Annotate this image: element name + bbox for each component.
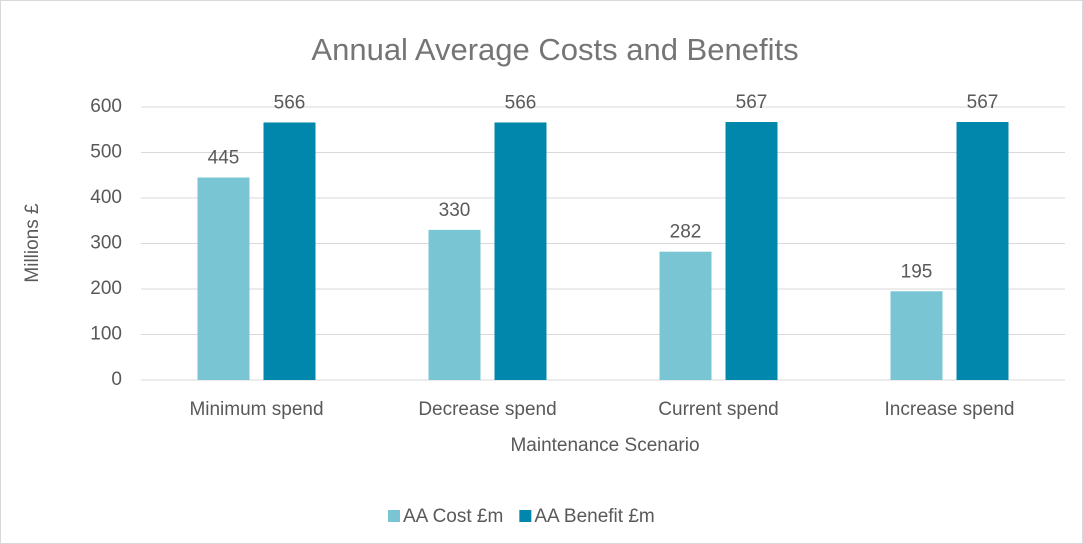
data-label: 567 bbox=[967, 92, 999, 113]
y-axis-title: Millions £ bbox=[22, 203, 43, 283]
data-label: 445 bbox=[208, 148, 240, 169]
legend-label: AA Cost £m bbox=[403, 506, 503, 527]
bar bbox=[956, 122, 1009, 380]
data-label: 567 bbox=[736, 92, 768, 113]
data-label: 282 bbox=[670, 222, 702, 243]
x-tick-label: Minimum spend bbox=[189, 399, 323, 420]
data-label: 566 bbox=[505, 92, 537, 113]
bar bbox=[263, 122, 316, 380]
bar bbox=[725, 122, 778, 380]
data-label: 330 bbox=[439, 200, 471, 221]
bar bbox=[659, 251, 712, 380]
y-tick-label: 600 bbox=[90, 96, 122, 117]
y-tick-label: 300 bbox=[90, 233, 122, 254]
y-tick-label: 200 bbox=[90, 278, 122, 299]
bar bbox=[197, 177, 250, 380]
bar bbox=[494, 122, 547, 380]
bar bbox=[890, 291, 943, 380]
data-label: 566 bbox=[274, 92, 306, 113]
x-tick-label: Decrease spend bbox=[418, 399, 556, 420]
y-tick-label: 100 bbox=[90, 324, 122, 345]
data-label: 195 bbox=[901, 261, 933, 282]
legend-label: AA Benefit £m bbox=[534, 506, 654, 527]
legend-swatch bbox=[388, 510, 400, 522]
y-tick-label: 0 bbox=[111, 369, 122, 390]
chart-title: Annual Average Costs and Benefits bbox=[311, 32, 798, 67]
x-tick-label: Increase spend bbox=[885, 399, 1015, 420]
x-tick-label: Current spend bbox=[658, 399, 778, 420]
bar bbox=[428, 229, 481, 380]
x-axis-title: Maintenance Scenario bbox=[510, 435, 699, 456]
y-tick-label: 500 bbox=[90, 142, 122, 163]
y-tick-label: 400 bbox=[90, 187, 122, 208]
legend-swatch bbox=[519, 510, 532, 522]
